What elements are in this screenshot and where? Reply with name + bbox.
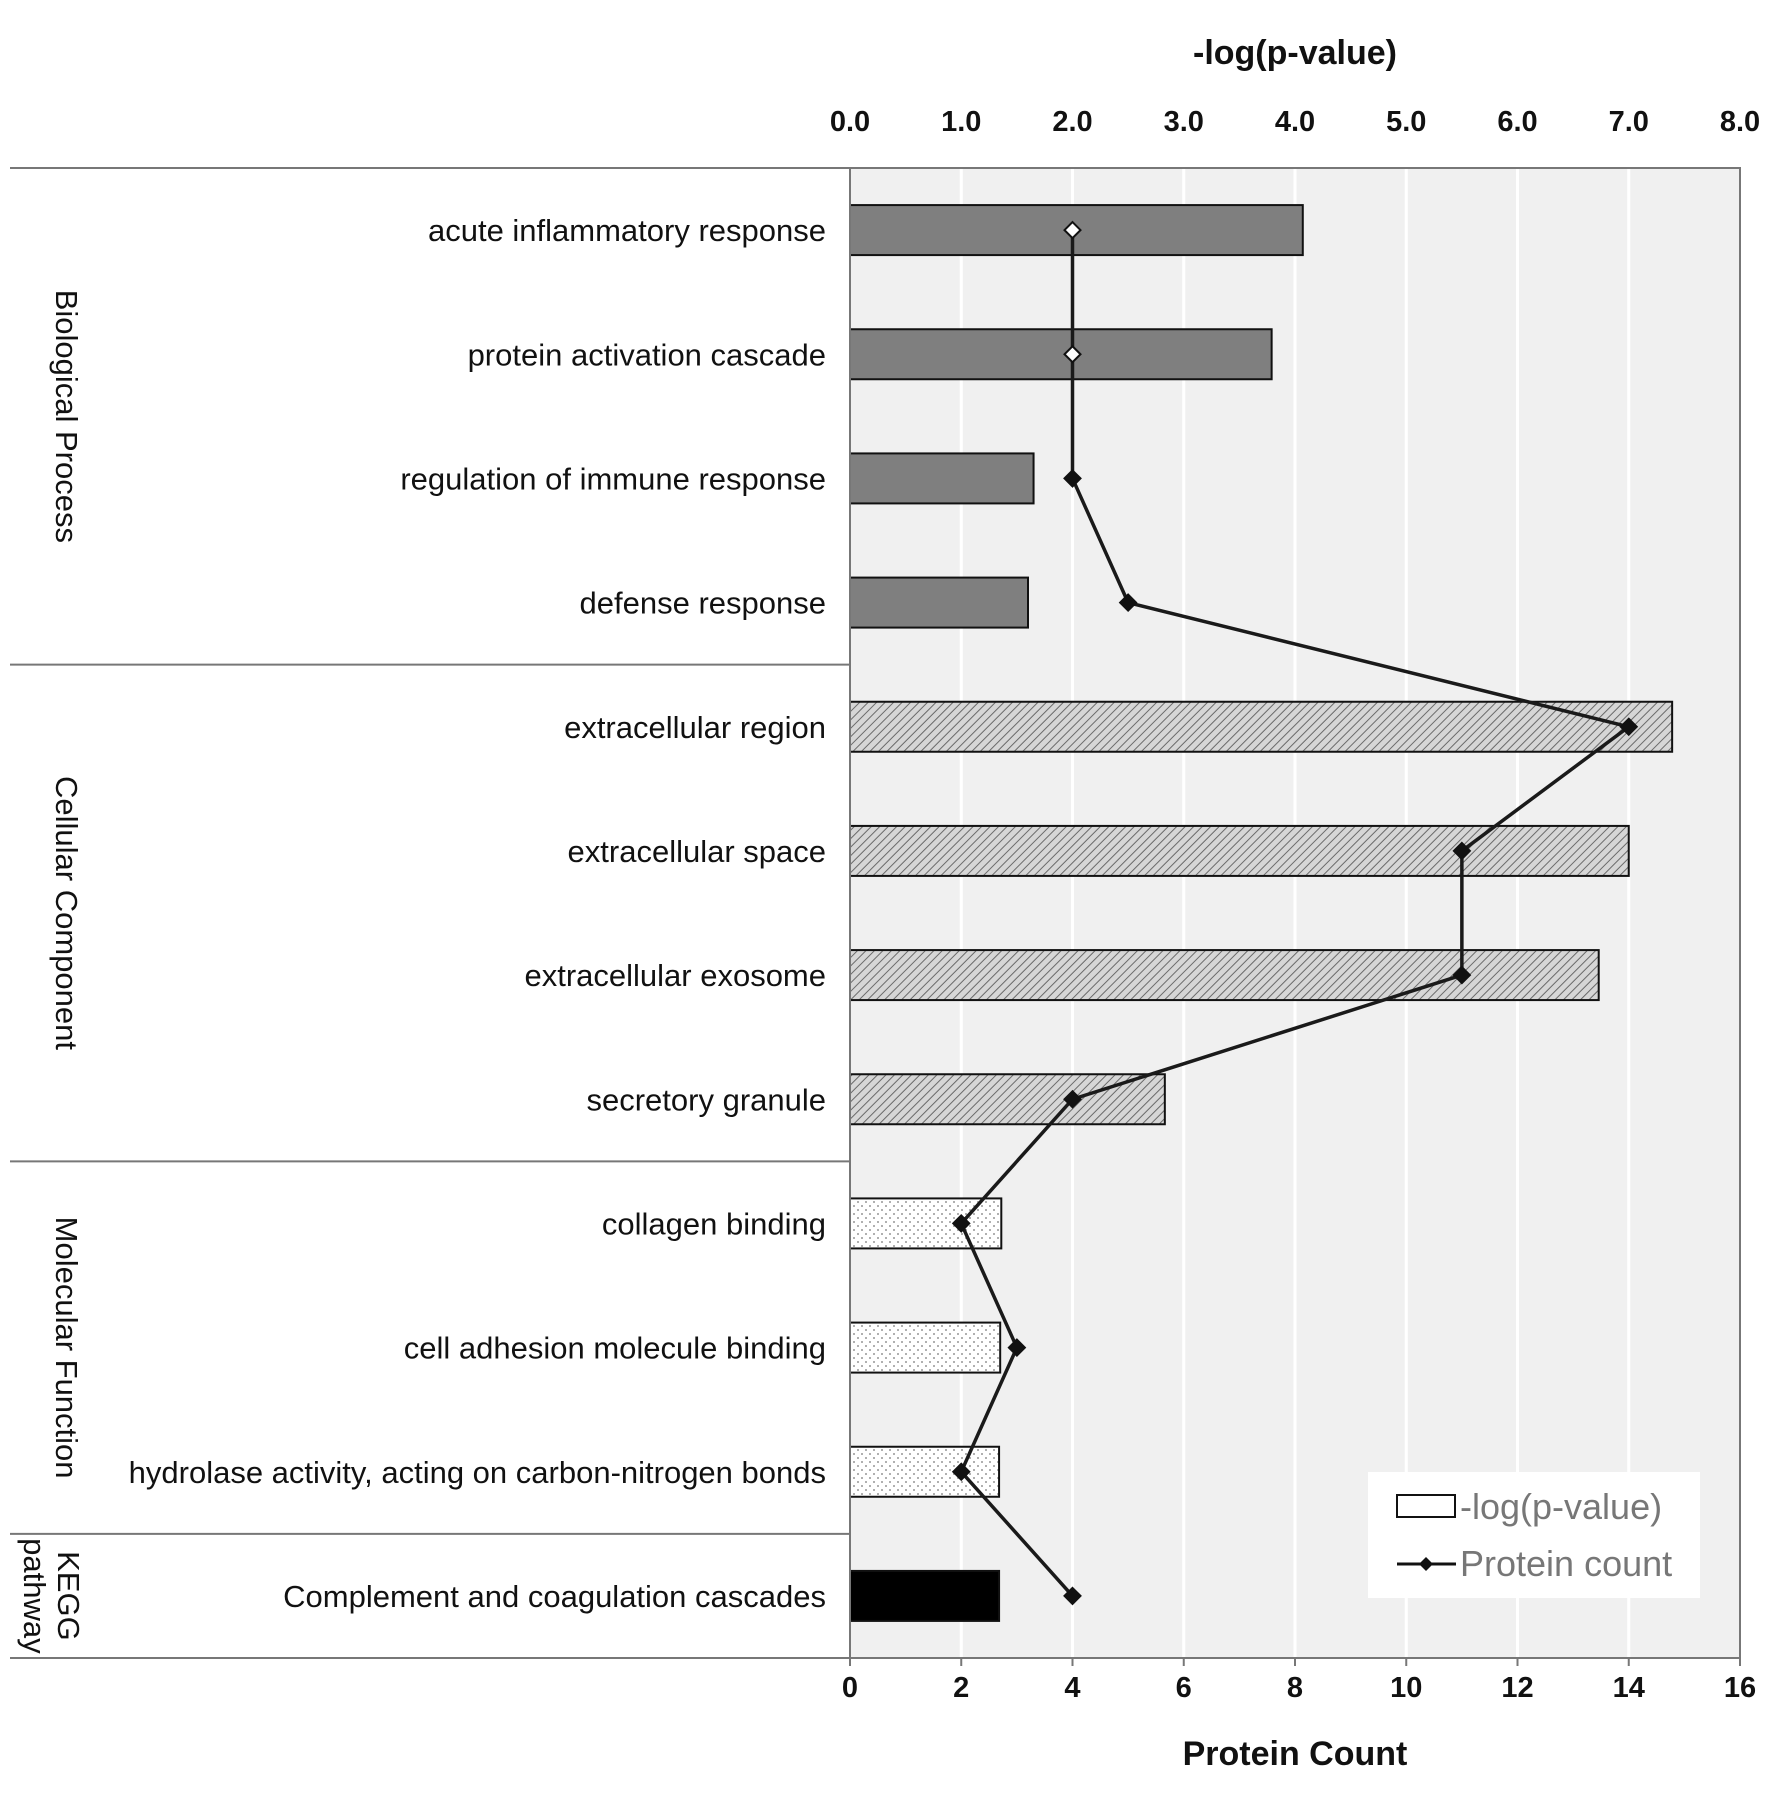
protein-count-point-12 (1063, 1586, 1082, 1606)
protein-count-point-7 (1452, 965, 1472, 985)
category-label-11: hydrolase activity, acting on carbon-nit… (129, 1455, 826, 1490)
protein-count-point-2 (1063, 344, 1082, 364)
bar-5 (849, 700, 1674, 753)
protein-count-point-9 (951, 1214, 971, 1233)
protein-count-polyline (959, 230, 1633, 1598)
top-tick-label-0.0: 0.0 (830, 106, 870, 138)
protein-count-point-10 (1007, 1338, 1027, 1357)
top-tick-label-7.0: 7.0 (1609, 106, 1649, 138)
bottom-tick-label-0: 0 (842, 1672, 858, 1704)
group-label-4-line-2: pathway (17, 1538, 52, 1654)
bar-8 (849, 1073, 1166, 1126)
protein-count-point-5 (1619, 717, 1639, 737)
group-label-4-line-1: KEGG (51, 1551, 86, 1641)
category-label-2: protein activation cascade (468, 337, 826, 372)
bottom-tick-label-2: 2 (953, 1672, 969, 1704)
bottom-tick-label-4: 4 (1064, 1672, 1080, 1704)
bar-10 (849, 1321, 1002, 1374)
legend-label-pvalue: -log(p-value) (1460, 1486, 1662, 1527)
bottom-tick-label-10: 10 (1390, 1672, 1422, 1704)
legend-label-count: Protein count (1460, 1543, 1672, 1584)
category-label-6: extracellular space (568, 834, 826, 869)
bottom-tick-label-12: 12 (1501, 1672, 1533, 1704)
group-labels: Biological Process Cellular Component Mole… (17, 290, 86, 1654)
bottom-tick-label-6: 6 (1176, 1672, 1192, 1704)
legend-box (1368, 1472, 1700, 1598)
bar-12 (849, 1569, 1001, 1622)
category-labels: acute inflammatory response protein activ… (129, 213, 826, 1614)
category-label-10: cell adhesion molecule binding (404, 1331, 826, 1366)
bar-2 (849, 328, 1273, 381)
group-label-3: Molecular Function (49, 1217, 84, 1479)
legend-bar-swatch (1396, 1494, 1456, 1518)
category-label-3: regulation of immune response (400, 461, 826, 496)
protein-count-point-8 (1063, 1089, 1082, 1109)
bottom-tick-label-8: 8 (1287, 1672, 1303, 1704)
bars (849, 204, 1674, 1622)
bottom-tick-label-16: 16 (1724, 1672, 1756, 1704)
bar-7 (849, 949, 1600, 1002)
top-tick-label-8.0: 8.0 (1720, 106, 1760, 138)
top-axis-title: -log(p-value) (1193, 34, 1397, 72)
group-label-1: Biological Process (49, 290, 84, 543)
top-tick-label-4.0: 4.0 (1275, 106, 1315, 138)
top-tick-label-2.0: 2.0 (1052, 106, 1092, 138)
category-label-12: Complement and coagulation cascades (283, 1579, 826, 1614)
bottom-tick-label-14: 14 (1613, 1672, 1645, 1704)
top-tick-label-5.0: 5.0 (1386, 106, 1426, 138)
protein-count-point-6 (1452, 841, 1472, 861)
bottom-axis-title: Protein Count (1183, 1735, 1408, 1773)
category-label-8: secretory granule (586, 1082, 826, 1117)
protein-count-point-3 (1063, 469, 1082, 488)
category-label-5: extracellular region (564, 710, 826, 745)
group-label-2: Cellular Component (49, 776, 84, 1050)
category-label-4: defense response (580, 586, 826, 621)
category-label-7: extracellular exosome (524, 958, 826, 993)
bar-6 (849, 824, 1630, 877)
axes: 0.0 1.0 2.0 3.0 4.0 5.0 6.0 7.0 8.0 0 2 4 6 8 10 12 14 16 (830, 106, 1760, 1704)
protein-count-line (951, 220, 1639, 1606)
protein-count-point-1 (1063, 220, 1082, 240)
legend-marker-swatch (1419, 1557, 1433, 1571)
category-label-9: collagen binding (602, 1206, 826, 1241)
bar-4 (849, 576, 1029, 629)
bar-3 (849, 452, 1035, 505)
category-label-1: acute inflammatory response (428, 213, 826, 248)
top-tick-label-3.0: 3.0 (1164, 106, 1204, 138)
protein-count-point-4 (1118, 593, 1138, 612)
legend: -log(p-value) Protein count (1368, 1472, 1700, 1598)
top-tick-label-6.0: 6.0 (1497, 106, 1537, 138)
top-tick-label-1.0: 1.0 (941, 106, 981, 138)
protein-count-point-11 (951, 1462, 971, 1482)
